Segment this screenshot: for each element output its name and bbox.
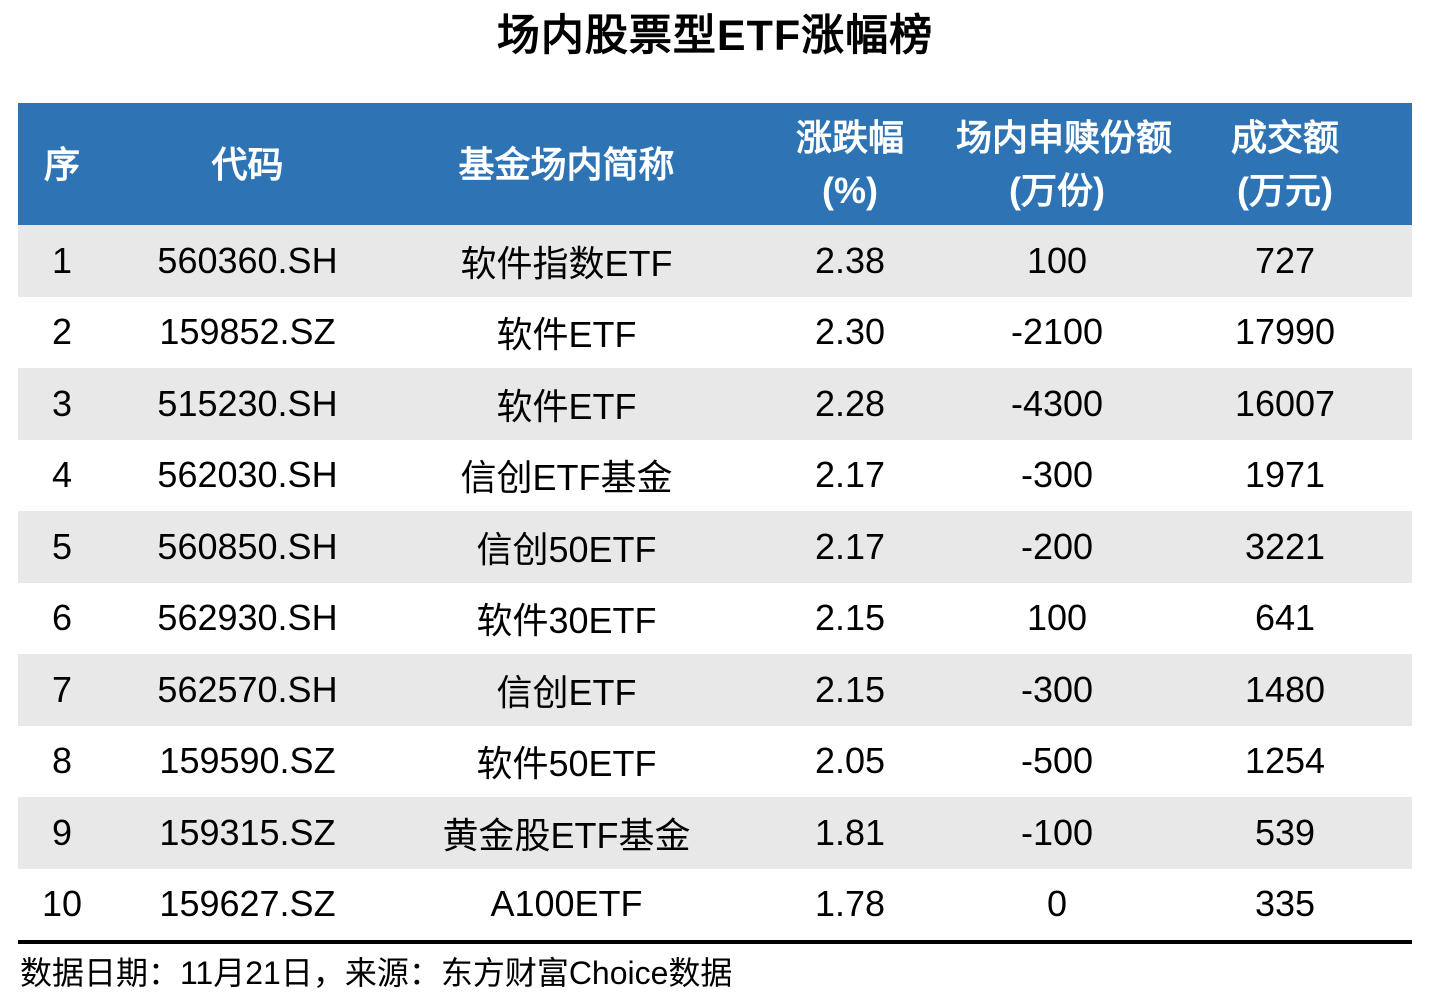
column-unit: (万份) [1009, 170, 1105, 211]
table-cell: 5 [51, 525, 73, 567]
table-body: 1 560360.SH 软件指数ETF 2.38 100 727 2 159852.SZ 软件E… [18, 225, 1412, 940]
table-header: 序 代码 基金场内简称 涨跌幅 (%) 场内申赎份额 (万份) 成交额 (万元 [18, 103, 1412, 225]
table-cell: 信创ETF基金 [460, 457, 673, 499]
table-cell: 159590.SZ [159, 740, 336, 782]
table-cell: 2.15 [814, 668, 886, 710]
table-cell: 515230.SH [157, 382, 338, 424]
table-row: 4 562030.SH 信创ETF基金 2.17 -300 1971 [18, 439, 1412, 511]
table-cell: 100 [1026, 239, 1088, 281]
table-cell: 2.17 [814, 525, 886, 567]
table-cell: 1254 [1244, 740, 1326, 782]
table-row: 6 562930.SH 软件30ETF 2.15 100 641 [18, 582, 1412, 654]
table-cell: 562030.SH [157, 454, 338, 496]
table-cell: 335 [1254, 883, 1316, 925]
table-row: 8 159590.SZ 软件50ETF 2.05 -500 1254 [18, 725, 1412, 797]
table-cell: 软件50ETF [476, 743, 657, 785]
table-cell: -200 [1020, 525, 1094, 567]
column-header-index: 序 [18, 103, 106, 225]
table-cell: 159852.SZ [159, 311, 336, 353]
column-label: 成交额 [1230, 117, 1339, 158]
table-cell: 562930.SH [157, 597, 338, 639]
table-cell: -2100 [1010, 311, 1104, 353]
table-cell: 黄金股ETF基金 [442, 814, 691, 856]
table-cell: 软件指数ETF [460, 242, 673, 284]
table-cell: -4300 [1010, 382, 1104, 424]
column-label: 场内申赎份额 [956, 117, 1173, 158]
table-cell: 7 [51, 668, 73, 710]
column-unit: (%) [822, 170, 878, 211]
table-row: 3 515230.SH 软件ETF 2.28 -4300 16007 [18, 368, 1412, 440]
table-cell: 0 [1046, 883, 1068, 925]
column-label: 代码 [211, 143, 284, 185]
column-header-change-pct: 涨跌幅 (%) [744, 103, 956, 225]
table-cell: 信创ETF [496, 671, 637, 713]
table-cell: 2 [51, 311, 73, 353]
source-note: 数据日期：11月21日，来源：东方财富Choice数据 [18, 940, 1412, 993]
table-cell: 2.30 [814, 311, 886, 353]
table-row: 2 159852.SZ 软件ETF 2.30 -2100 17990 [18, 296, 1412, 368]
table-cell: 641 [1254, 597, 1316, 639]
table-cell: -500 [1020, 740, 1094, 782]
table-cell: 6 [51, 597, 73, 639]
table-row: 1 560360.SH 软件指数ETF 2.38 100 727 [18, 225, 1412, 297]
table-cell: 539 [1254, 811, 1316, 853]
table-cell: 9 [51, 811, 73, 853]
table-cell: 1.81 [814, 811, 886, 853]
table-cell: 159627.SZ [159, 883, 336, 925]
table-cell: 3221 [1244, 525, 1326, 567]
table-cell: 1 [51, 239, 73, 281]
table-cell: 8 [51, 740, 73, 782]
table-cell: 17990 [1234, 311, 1336, 353]
table-cell: 2.38 [814, 239, 886, 281]
column-header-turnover: 成交额 (万元) [1158, 103, 1412, 225]
column-unit: (万元) [1237, 170, 1333, 211]
table-cell: 信创50ETF [476, 528, 657, 570]
table-cell: -300 [1020, 668, 1094, 710]
table-row: 5 560850.SH 信创50ETF 2.17 -200 3221 [18, 511, 1412, 583]
table-row: 10 159627.SZ A100ETF 1.78 0 335 [18, 868, 1412, 940]
table-cell: 4 [51, 454, 73, 496]
header-row: 序 代码 基金场内简称 涨跌幅 (%) 场内申赎份额 (万份) 成交额 (万元 [18, 103, 1412, 225]
column-header-code: 代码 [106, 103, 389, 225]
table-cell: 560850.SH [157, 525, 338, 567]
table-cell: 1971 [1244, 454, 1326, 496]
table-cell: 软件ETF [496, 314, 637, 356]
table-cell: 软件ETF [496, 385, 637, 427]
etf-gainers-table: 序 代码 基金场内简称 涨跌幅 (%) 场内申赎份额 (万份) 成交额 (万元 [18, 103, 1412, 940]
table-cell: 16007 [1234, 382, 1336, 424]
column-label: 序 [43, 143, 80, 185]
table-cell: 3 [51, 382, 73, 424]
column-header-fund-name: 基金场内简称 [389, 103, 744, 225]
table-cell: 560360.SH [157, 239, 338, 281]
table-row: 9 159315.SZ 黄金股ETF基金 1.81 -100 539 [18, 797, 1412, 869]
table-cell: 100 [1026, 597, 1088, 639]
column-label: 基金场内简称 [458, 143, 675, 185]
table-cell: A100ETF [490, 883, 643, 925]
table-cell: 2.15 [814, 597, 886, 639]
table-row: 7 562570.SH 信创ETF 2.15 -300 1480 [18, 654, 1412, 726]
column-header-creation-redemption: 场内申赎份额 (万份) [956, 103, 1173, 225]
table-cell: 562570.SH [157, 668, 338, 710]
table-cell: 2.28 [814, 382, 886, 424]
table-cell: 1480 [1244, 668, 1326, 710]
table-cell: 软件30ETF [476, 600, 657, 642]
table-cell: -300 [1020, 454, 1094, 496]
table-cell: -100 [1020, 811, 1094, 853]
page-title: 场内股票型ETF涨幅榜 [496, 12, 934, 60]
table-cell: 159315.SZ [159, 811, 336, 853]
table-cell: 1.78 [814, 883, 886, 925]
table-cell: 2.05 [814, 740, 886, 782]
table-cell: 727 [1254, 239, 1316, 281]
column-label: 涨跌幅 [795, 117, 904, 158]
table-cell: 10 [41, 883, 83, 925]
table-cell: 2.17 [814, 454, 886, 496]
